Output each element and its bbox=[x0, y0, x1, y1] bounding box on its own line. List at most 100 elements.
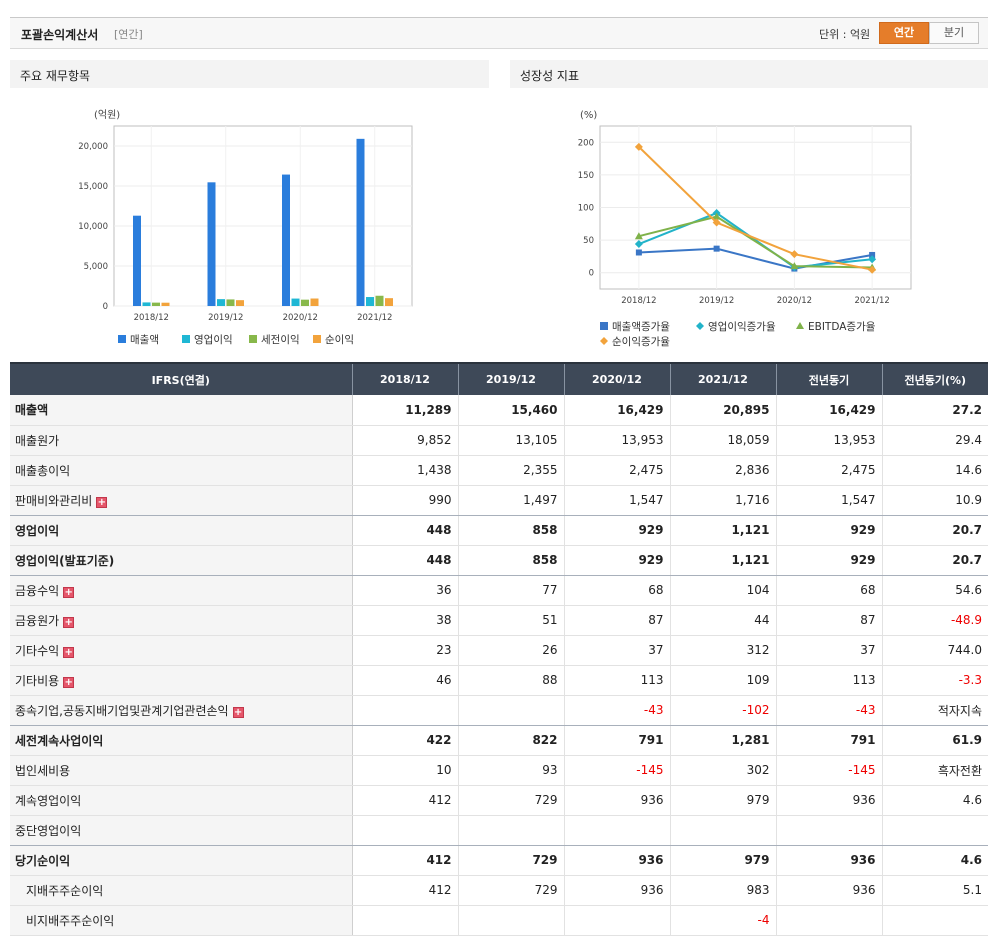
period-tag: [연간] bbox=[114, 28, 143, 41]
table-cell bbox=[564, 815, 671, 846]
table-cell bbox=[352, 905, 459, 936]
data-point bbox=[634, 232, 643, 240]
column-header-period: 2019/12 bbox=[458, 362, 565, 395]
x-tick-label: 2019/12 bbox=[699, 296, 734, 306]
expand-plus-icon[interactable]: + bbox=[63, 646, 75, 658]
legend-swatch bbox=[313, 335, 321, 343]
unit-label: 단위 : 억원 bbox=[819, 28, 871, 41]
table-header-row: IFRS(연결) 2018/12 2019/12 2020/12 2021/12 전년동기… bbox=[10, 362, 988, 395]
table-cell bbox=[458, 695, 565, 726]
expand-plus-icon[interactable]: + bbox=[96, 496, 108, 508]
table-cell bbox=[776, 815, 883, 846]
table-cell: 448 bbox=[352, 545, 459, 576]
table-cell: 929 bbox=[776, 545, 883, 576]
quarter-toggle-button[interactable]: 분기 bbox=[929, 22, 979, 44]
table-row: 영업이익 448 858 929 1,121 929 20.7 bbox=[10, 515, 988, 546]
bar bbox=[385, 298, 393, 306]
row-label-text: 중단영업이익 bbox=[15, 823, 82, 838]
table-cell: 104 bbox=[670, 575, 777, 606]
table-row: 매출액 11,289 15,460 16,429 20,895 16,429 27.2 bbox=[10, 395, 988, 426]
expand-plus-icon[interactable]: + bbox=[232, 706, 244, 718]
table-cell bbox=[564, 905, 671, 936]
table-cell: 1,438 bbox=[352, 455, 459, 486]
table-cell: 5.1 bbox=[882, 875, 988, 906]
x-tick-label: 2021/12 bbox=[854, 296, 889, 306]
row-label: 비지배주주순이익 bbox=[10, 905, 353, 936]
y-tick-label: 50 bbox=[583, 236, 594, 246]
table-cell: -102 bbox=[670, 695, 777, 726]
expand-plus-icon[interactable]: + bbox=[63, 586, 75, 598]
table-cell: 37 bbox=[776, 635, 883, 666]
table-cell: 448 bbox=[352, 515, 459, 546]
table-cell: 1,121 bbox=[670, 545, 777, 576]
table-cell: 979 bbox=[670, 785, 777, 816]
table-cell: 1,547 bbox=[564, 485, 671, 516]
table-cell: 729 bbox=[458, 845, 565, 876]
table-cell: 13,953 bbox=[776, 425, 883, 456]
table-cell: 36 bbox=[352, 575, 459, 606]
y-tick-label: 0 bbox=[589, 269, 594, 279]
table-cell: 936 bbox=[776, 875, 883, 906]
legend-swatch bbox=[118, 335, 126, 343]
column-header-period: 전년동기(%) bbox=[882, 362, 988, 395]
y-tick-label: 5,000 bbox=[84, 262, 108, 272]
table-row: 기타비용 +46 88 113 109 113 -3.3 bbox=[10, 665, 988, 696]
plot-area bbox=[113, 125, 413, 307]
table-row: 매출원가 9,852 13,105 13,953 18,059 13,953 29.4 bbox=[10, 425, 988, 456]
table-cell: 109 bbox=[670, 665, 777, 696]
legend-label: 영업이익 bbox=[194, 333, 233, 346]
table-cell: 729 bbox=[458, 875, 565, 906]
table-cell: 77 bbox=[458, 575, 565, 606]
data-point bbox=[634, 142, 643, 151]
table-cell: 4.6 bbox=[882, 845, 988, 876]
y-tick-label: 100 bbox=[578, 204, 594, 214]
axis-unit-label: (%) bbox=[580, 110, 597, 121]
table-cell: -43 bbox=[776, 695, 883, 726]
table-cell: 23 bbox=[352, 635, 459, 666]
table-cell: 10.9 bbox=[882, 485, 988, 516]
panel-title-financials: 주요 재무항목 bbox=[10, 60, 489, 88]
table-row: 종속기업,공동지배기업및관계기업관련손익 + -43 -102 -43 적자지속 bbox=[10, 695, 988, 726]
table-cell: 27.2 bbox=[882, 395, 988, 426]
table-cell: 858 bbox=[458, 515, 565, 546]
table-cell: 38 bbox=[352, 605, 459, 636]
legend-label: 매출액증가율 bbox=[612, 321, 670, 333]
table-cell: 412 bbox=[352, 785, 459, 816]
series-line bbox=[638, 146, 873, 271]
column-header-ifrs: IFRS(연결) bbox=[10, 362, 353, 395]
legend-label: EBITDA증가율 bbox=[808, 321, 876, 333]
table-cell: 990 bbox=[352, 485, 459, 516]
row-label-text: 종속기업,공동지배기업및관계기업관련손익 bbox=[15, 703, 229, 718]
statement-header: 포괄손익계산서 [연간] 단위 : 억원 연간 분기 bbox=[10, 17, 988, 49]
row-label: 판매비와관리비 + bbox=[10, 485, 353, 516]
table-row: 금융원가 +38 51 87 44 87 -48.9 bbox=[10, 605, 988, 636]
row-label-text: 영업이익(발표기준) bbox=[15, 553, 115, 568]
x-tick-label: 2019/12 bbox=[208, 313, 243, 323]
annual-toggle-button[interactable]: 연간 bbox=[879, 22, 929, 44]
x-tick-label: 2020/12 bbox=[283, 313, 318, 323]
table-cell: 20.7 bbox=[882, 545, 988, 576]
bar bbox=[152, 302, 160, 306]
bar bbox=[366, 297, 374, 306]
data-point bbox=[790, 250, 799, 259]
row-label-text: 매출원가 bbox=[15, 433, 60, 448]
data-point bbox=[868, 255, 877, 264]
table-cell: 791 bbox=[564, 725, 671, 756]
bar bbox=[142, 302, 151, 306]
expand-plus-icon[interactable]: + bbox=[63, 616, 75, 628]
row-label-text: 세전계속사업이익 bbox=[15, 733, 104, 748]
table-cell: 10 bbox=[352, 755, 459, 786]
table-row: 세전계속사업이익 422 822 791 1,281 791 61.9 bbox=[10, 725, 988, 756]
table-cell: 936 bbox=[564, 785, 671, 816]
expand-plus-icon[interactable]: + bbox=[63, 676, 75, 688]
table-cell: 87 bbox=[564, 605, 671, 636]
legend-swatch bbox=[249, 335, 257, 343]
table-row: 법인세비용 10 93 -145 302 -145 흑자전환 bbox=[10, 755, 988, 786]
table-cell: 68 bbox=[564, 575, 671, 606]
table-cell: 9,852 bbox=[352, 425, 459, 456]
table-cell: 929 bbox=[776, 515, 883, 546]
row-label-text: 법인세비용 bbox=[15, 763, 71, 778]
table-cell bbox=[882, 905, 988, 936]
data-point bbox=[712, 212, 721, 220]
bar bbox=[161, 302, 170, 306]
